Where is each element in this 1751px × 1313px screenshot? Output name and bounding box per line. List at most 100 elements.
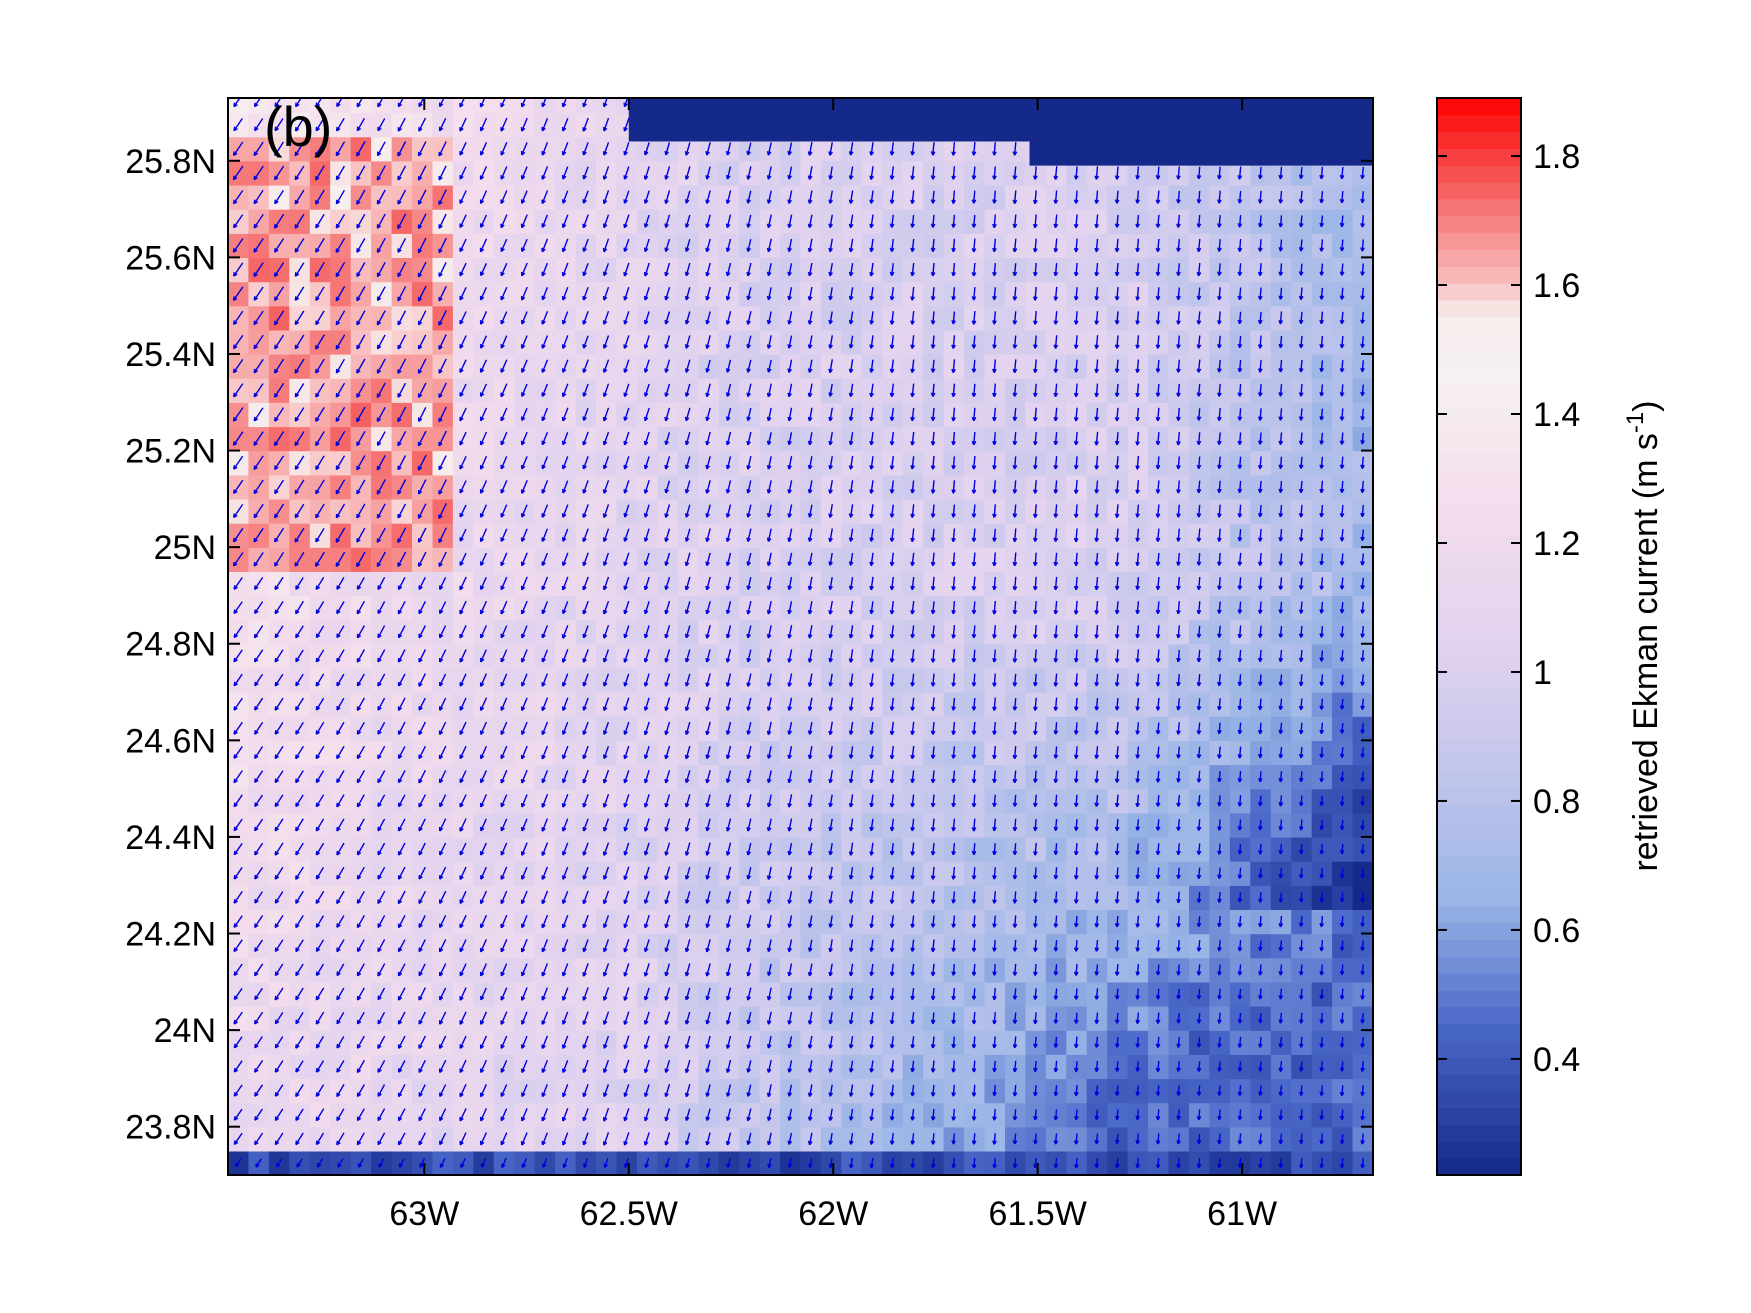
vector-head [294,513,297,518]
vector-head [233,585,236,590]
vector-head [233,513,235,518]
vector-head [254,1043,257,1048]
heatmap-cell [1373,861,1394,886]
plot-area [228,88,1394,1175]
vector-head [253,489,256,494]
heatmap-cell [1373,1127,1394,1152]
heatmap-cell [1373,475,1394,500]
vector-head [273,224,276,229]
heatmap-cell [1373,402,1394,427]
vector-head [274,923,277,928]
vector-head [295,971,298,976]
heatmap-cell [1373,620,1394,645]
vector-head [232,247,235,253]
heatmap-cell [1373,740,1394,765]
vector-head [233,923,236,928]
vector-head [254,585,256,590]
vector-head [233,1116,236,1121]
heatmap-cell [1373,909,1394,934]
vector-head [254,802,257,807]
heatmap-cell [1373,1030,1394,1055]
heatmap-cell [1373,354,1394,379]
vector-head [274,730,277,735]
heatmap-cell [1373,499,1394,524]
heatmap-cell [1373,958,1394,983]
heatmap-cell [1373,982,1394,1007]
vector-head [253,151,256,156]
vector-head [254,730,256,735]
vector-head [295,754,297,759]
vector-head [274,706,277,711]
vector-head [253,102,256,107]
vector-head [274,1140,277,1145]
vector-head [254,1068,256,1073]
heatmap-cell [1373,233,1394,258]
vector-head [254,1092,257,1097]
heatmap-cell [1373,137,1394,162]
vector-head [295,1092,297,1097]
heatmap-cell [1373,885,1394,910]
vector-head [232,368,235,373]
vector-head [274,995,277,1000]
heatmap-cell [1373,378,1394,403]
vector-head [233,826,236,831]
vector-head [233,681,236,686]
vector-head [233,730,236,735]
vector-head [274,826,277,831]
vector-head [233,850,236,855]
vector-head [233,1019,236,1025]
heatmap-cell [1373,837,1394,862]
vector-head [254,995,257,1000]
heatmap-cell [248,98,270,114]
vector-head [254,971,256,976]
vector-head [255,1163,258,1168]
vector-head [274,1116,277,1121]
no-data-region [628,98,1030,142]
vector-head [234,1162,237,1167]
vector-head [274,971,277,976]
vector-head [233,995,236,1000]
vector-head [233,271,235,277]
heatmap-cell [1373,644,1394,669]
vector-head [273,320,276,325]
vector-head [233,971,236,976]
vector-head [274,248,276,253]
vector-head [233,223,235,228]
heatmap-cell [268,98,290,114]
heatmap-cell [1373,88,1394,113]
vector-head [253,368,256,373]
vector-head [274,1019,277,1024]
vector-head [253,392,256,397]
vector-head [295,875,297,880]
vector-head [274,489,276,494]
vector-head [232,537,235,542]
heatmap-cell [228,98,250,114]
vector-head [233,320,235,325]
vector-head [274,537,276,542]
vector-head [295,802,298,807]
vector-head [253,513,256,518]
vector-head [233,126,236,131]
vector-head [274,465,276,470]
vector-head [253,223,256,228]
vector-head [274,899,277,904]
vector-head [254,126,256,131]
heatmap-cell [1373,451,1394,476]
heatmap-cell [1373,934,1394,959]
vector-head [233,1092,236,1097]
vector-head [274,296,276,301]
vector-head [274,633,277,638]
vector-head [232,441,235,446]
vector-head [295,1044,297,1049]
vector-head [233,489,235,494]
vector-head [274,175,276,180]
heatmap-cell [1373,426,1394,451]
vector-head [233,1140,236,1145]
vector-head [295,1140,298,1145]
vector-head [295,633,297,638]
heatmap-cell [1373,209,1394,234]
vector-head [233,706,236,711]
vector-head [254,1140,256,1145]
vector-head [232,344,235,349]
